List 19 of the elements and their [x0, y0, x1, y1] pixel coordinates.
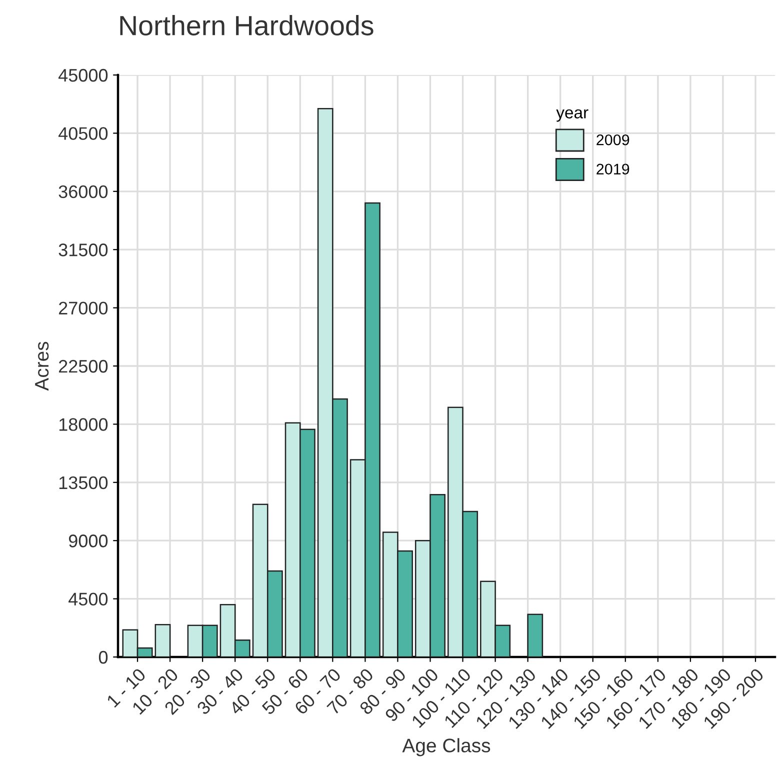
y-tick-label: 9000: [68, 534, 108, 548]
chart-title: Northern Hardwoods: [120, 15, 374, 36]
y-tick-label: 40500: [58, 127, 108, 140]
x-axis-title: Age Class: [402, 738, 490, 756]
y-tick-label: 36000: [58, 185, 108, 198]
y-tick-label: 31500: [58, 244, 108, 256]
y-axis-title: Acres: [35, 342, 49, 391]
y-tick-label: 4500: [68, 592, 108, 606]
y-tick-label: 13500: [59, 476, 108, 490]
legend-label: 2019: [596, 164, 630, 175]
bar: [154, 624, 171, 657]
bar: [527, 614, 544, 657]
y-tick-label: 22500: [58, 360, 108, 373]
legend-label: 2009: [596, 134, 630, 146]
legend-title: year: [556, 109, 588, 122]
y-tick-label: 27000: [58, 302, 108, 315]
y-tick-label: 0: [98, 650, 108, 664]
y-tick-label: 18000: [59, 418, 108, 431]
y-tick-label: 45000: [58, 68, 108, 82]
